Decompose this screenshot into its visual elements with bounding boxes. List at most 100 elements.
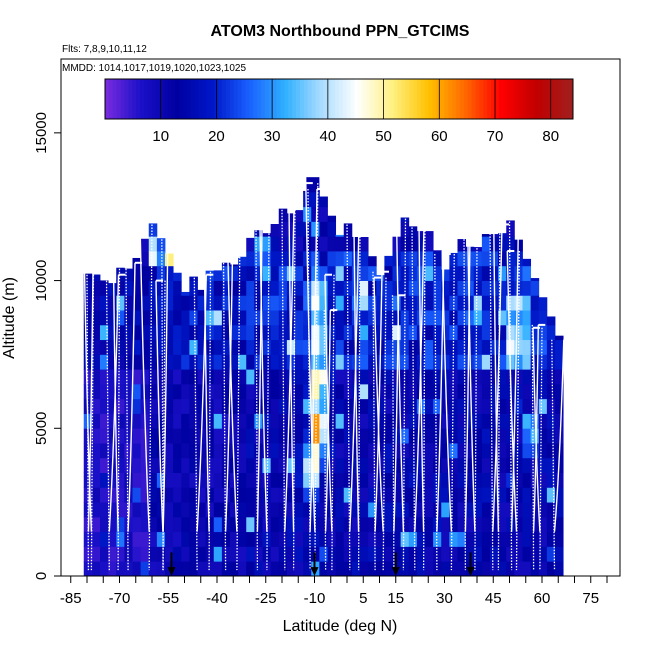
heatmap-cell [238,546,247,562]
heatmap-cell [286,265,296,281]
heatmap-cell [343,428,353,444]
heatmap-cell [213,487,223,503]
heatmap-cell [392,324,402,341]
heatmap-cell [457,531,467,547]
heatmap-cell [108,354,117,370]
heatmap-cell [368,487,377,503]
heatmap-cell [100,502,109,518]
heatmap-cell [416,236,426,252]
heatmap-cell [189,428,198,444]
heatmap-cell [392,546,402,562]
heatmap-cell [376,398,385,414]
heatmap-cell [360,413,369,429]
heatmap-cell [254,546,263,562]
heatmap-cell [286,221,296,237]
heatmap-cell [457,324,467,341]
heatmap-cell [173,398,182,414]
heatmap-cell [498,265,507,281]
colorbar-swatch [186,79,192,119]
heatmap-cell [384,457,393,473]
heatmap-cell [343,487,353,503]
heatmap-cell [270,516,280,533]
colorbar-swatch [190,79,196,119]
heatmap-cell [408,428,418,444]
heatmap-cell [538,398,548,414]
heatmap-cell [156,238,166,252]
heatmap-cell [481,280,491,296]
heatmap-cell [441,516,450,533]
heatmap-cell [449,443,458,459]
heatmap-cell [473,443,483,459]
heatmap-cell [538,324,548,341]
y-tick-label: 0 [33,572,50,580]
colorbar-swatch [167,79,172,119]
heatmap-cell [335,354,345,370]
heatmap-cell [481,428,491,444]
profile-ascent [467,245,476,532]
heatmap-cell [335,487,345,503]
heatmap-cell [140,561,150,577]
profile-descent [422,221,426,571]
heatmap-cell [392,516,402,533]
colorbar-swatch [401,79,406,119]
heatmap-cell [400,502,410,518]
heatmap-cell [221,561,231,577]
heatmap-cell [433,531,442,547]
heatmap-cell [124,546,133,562]
heatmap-cell [246,280,255,296]
heatmap-cell [181,354,190,370]
heatmap-cell [473,472,483,488]
heatmap-cell [221,487,231,503]
heatmap-cell [165,487,174,503]
heatmap-cell [213,398,223,414]
heatmap-cell [140,443,150,459]
heatmap-cell [156,516,166,533]
x-tick-label: -55 [157,590,179,607]
heatmap-cell [295,428,304,444]
heatmap-cell [270,369,280,385]
heatmap-cell [433,280,442,296]
heatmap-cell [498,383,507,400]
heatmap-cell [230,324,239,341]
heatmap-cell [295,295,304,311]
heatmap-cell [457,383,467,400]
heatmap-cell [522,561,532,577]
heatmap-cell [368,398,377,414]
heatmap-cell [197,295,207,311]
x-tick-label: -70 [109,590,131,607]
heatmap-cell [319,398,328,414]
heatmap-cell [400,398,410,414]
heatmap-cell [327,428,337,444]
heatmap-cell [173,531,182,547]
heatmap-cell [311,191,320,208]
heatmap-cell [490,531,499,547]
heatmap-cell [408,546,418,562]
colorbar-tick-label: 70 [487,128,504,145]
heatmap-cell [343,516,353,533]
heatmap-cell [319,354,328,370]
colorbar-swatch [495,79,500,119]
heatmap-cell [221,280,231,296]
profile-descent [148,221,153,571]
heatmap-cell [522,354,532,370]
heatmap-cell [360,502,369,518]
heatmap-cell [400,516,410,533]
heatmap-cell [473,487,483,503]
heatmap-cell [343,502,353,518]
heatmap-cell [91,369,101,385]
heatmap-cell [506,265,515,281]
heatmap-cell [335,428,345,444]
heatmap-cell [246,457,255,473]
heatmap-cell [270,398,280,414]
heatmap-cell [457,280,467,296]
colorbar-swatch [296,79,301,119]
heatmap-cell [303,561,312,577]
heatmap-cell [295,310,304,326]
colorbar-swatch [222,79,227,119]
heatmap-cell [165,546,174,562]
heatmap-cell [368,443,377,459]
heatmap-cell [148,561,158,577]
x-axis: -85 -70 -55 -40 -25 -10 5 15 30 45 60 75 [60,576,608,607]
colorbar-swatch [276,79,281,119]
heatmap-cell [311,502,320,518]
